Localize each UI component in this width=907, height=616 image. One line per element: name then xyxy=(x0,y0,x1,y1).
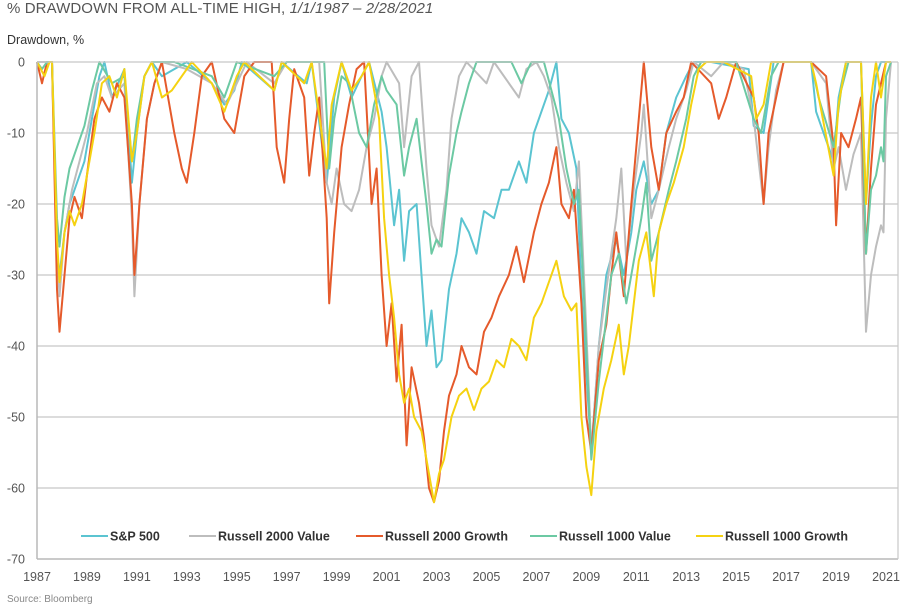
y-tick-label: -20 xyxy=(7,198,25,212)
legend-label: Russell 2000 Value xyxy=(218,530,330,544)
legend-label: Russell 2000 Growth xyxy=(385,530,508,544)
y-tick-label: -30 xyxy=(7,269,25,283)
x-tick-label: 1997 xyxy=(273,570,301,584)
series-lines xyxy=(36,61,892,504)
x-tick-label: 1989 xyxy=(73,570,101,584)
y-tick-label: -50 xyxy=(7,411,25,425)
x-tick-label: 2017 xyxy=(772,570,800,584)
y-tick-label: -40 xyxy=(7,340,25,354)
x-axis-ticks: 1987 1989 1991 1993 1995 1997 1999 2001 2003 2005… xyxy=(23,570,900,584)
x-tick-label: 1987 xyxy=(23,570,51,584)
source-note: Source: Bloomberg xyxy=(7,594,93,605)
x-tick-label: 2013 xyxy=(672,570,700,584)
y-tick-label: -70 xyxy=(7,553,25,567)
y-tick-label: -10 xyxy=(7,127,25,141)
plot-frame xyxy=(36,61,899,560)
legend-label: S&P 500 xyxy=(110,530,160,544)
y-tick-label: 0 xyxy=(18,56,25,70)
x-tick-label: 1999 xyxy=(323,570,351,584)
y-tick-label: -60 xyxy=(7,482,25,496)
chart-title: % DRAWDOWN FROM ALL-TIME HIGH, 1/1/1987 … xyxy=(7,0,433,17)
legend-item: Russell 1000 Value xyxy=(530,530,671,544)
x-tick-label: 1991 xyxy=(123,570,151,584)
series-line-russell-1000-value xyxy=(36,61,892,461)
x-tick-label: 2015 xyxy=(722,570,750,584)
x-tick-label: 2007 xyxy=(523,570,551,584)
chart-title-date-range: 1/1/1987 – 2/28/2021 xyxy=(289,0,434,17)
gridlines xyxy=(37,132,898,489)
legend-item: Russell 2000 Growth xyxy=(356,530,508,544)
legend-item: S&P 500 xyxy=(81,530,160,544)
x-tick-label: 2011 xyxy=(623,570,650,584)
legend-item: Russell 1000 Growth xyxy=(696,530,848,544)
legend-label: Russell 1000 Growth xyxy=(725,530,848,544)
x-tick-label: 2009 xyxy=(572,570,600,584)
legend-label: Russell 1000 Value xyxy=(559,530,671,544)
legend: S&P 500 Russell 2000 Value Russell 2000 Gr… xyxy=(81,530,848,544)
x-tick-label: 2003 xyxy=(423,570,451,584)
legend-item: Russell 2000 Value xyxy=(189,530,330,544)
x-tick-label: 1995 xyxy=(223,570,251,584)
x-tick-label: 2001 xyxy=(373,570,401,584)
y-axis-label: Drawdown, % xyxy=(7,33,85,47)
x-tick-label: 2019 xyxy=(822,570,850,584)
x-tick-label: 2021 xyxy=(872,570,900,584)
series-line-russell-1000-growth xyxy=(36,61,891,504)
x-tick-label: 1993 xyxy=(173,570,201,584)
x-tick-label: 2005 xyxy=(473,570,501,584)
y-axis-ticks: 0 -10 -20 -30 -40 -50 -60 -70 xyxy=(7,56,25,567)
chart-title-main: % DRAWDOWN FROM ALL-TIME HIGH, xyxy=(7,0,290,17)
